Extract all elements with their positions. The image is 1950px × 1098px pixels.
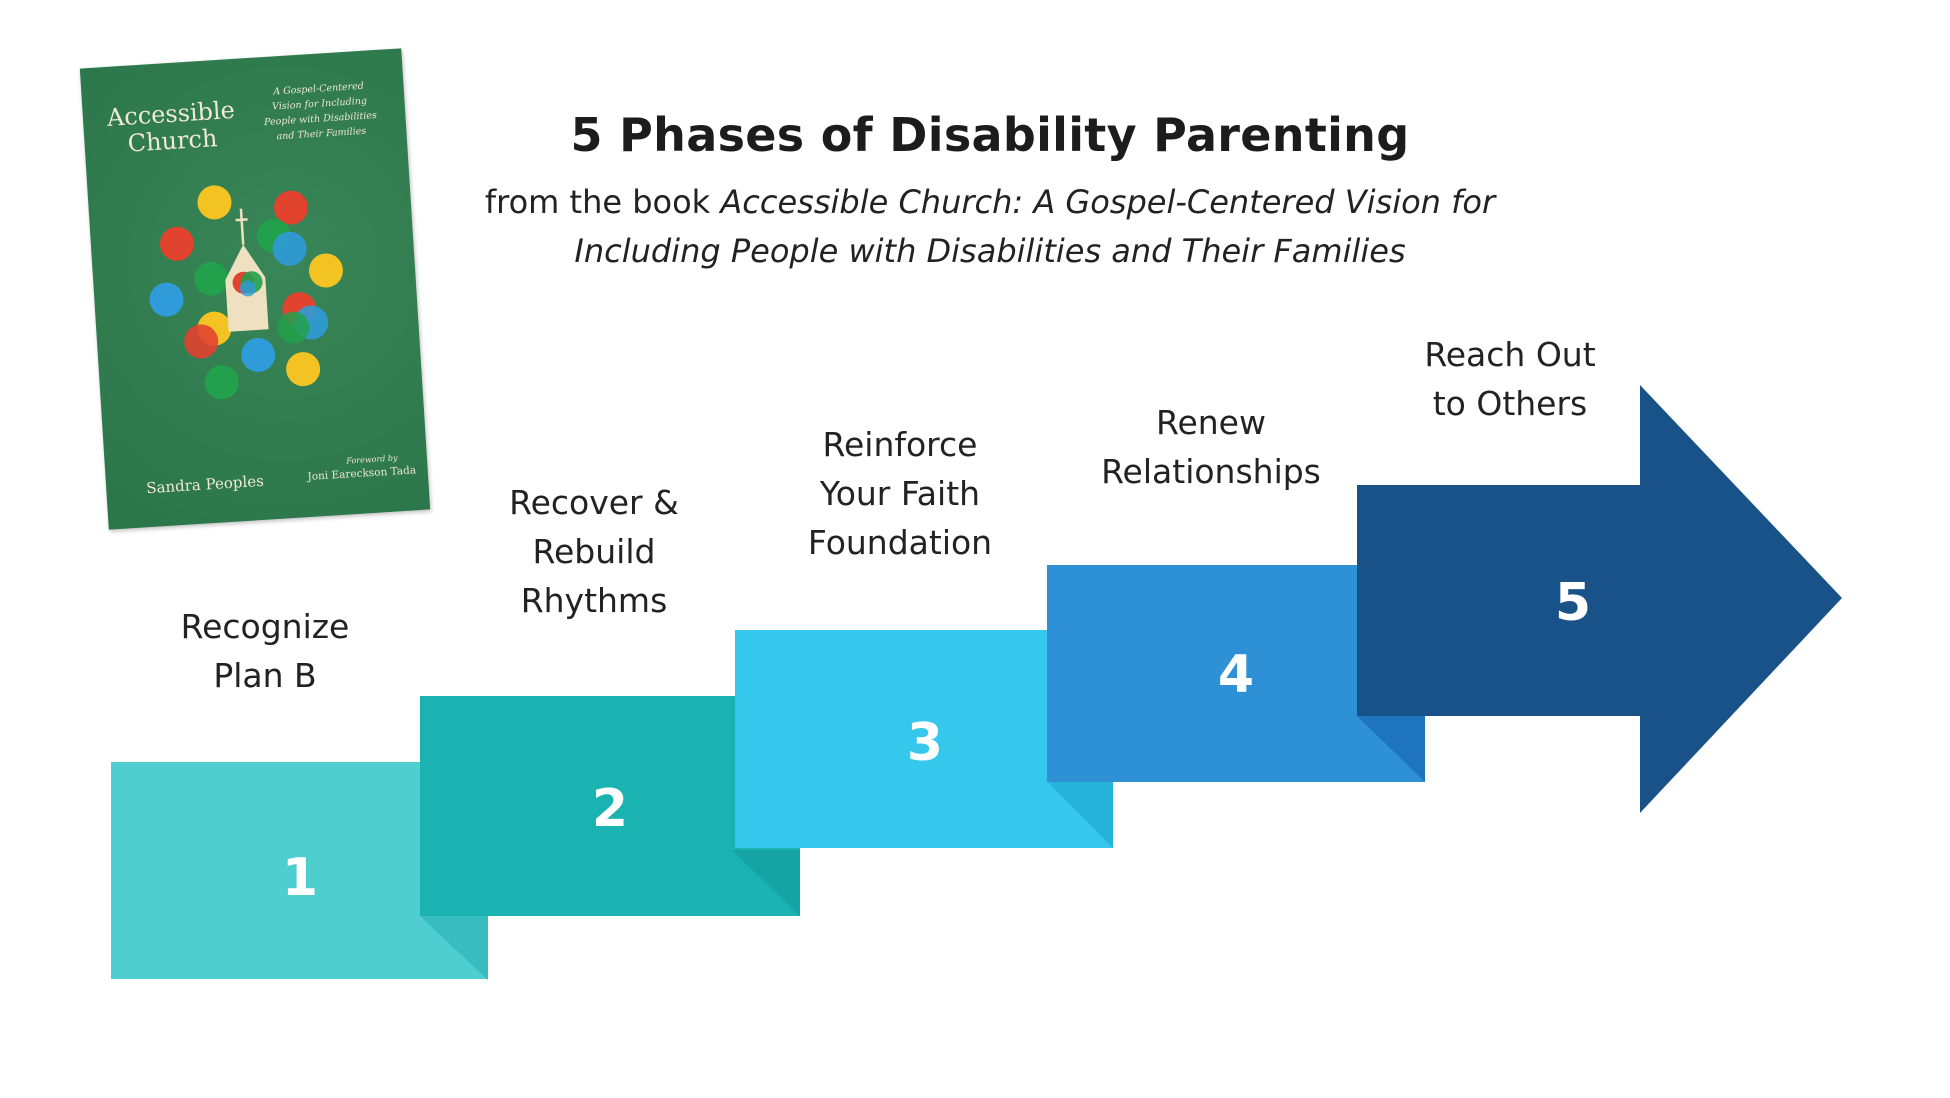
page-title: 5 Phases of Disability Parenting <box>570 108 1410 162</box>
cover-dot <box>277 311 310 344</box>
phase-1-label: Recognize Plan B <box>150 602 380 700</box>
phase-label-line: Your Faith <box>819 474 981 513</box>
phase-4-label: Renew Relationships <box>1076 398 1346 496</box>
phase-3-fold <box>1048 782 1113 848</box>
cover-dot <box>160 226 195 261</box>
cover-dot <box>273 190 308 225</box>
phase-2-label: Recover & Rebuild Rhythms <box>474 478 714 625</box>
page-subtitle: from the book Accessible Church: A Gospe… <box>440 178 1540 276</box>
book-name-part-2: Including People with Disabilities and T… <box>574 232 1406 270</box>
phase-1-fold <box>420 916 488 980</box>
phase-label-line: to Others <box>1432 384 1588 423</box>
phase-1-number: 1 <box>282 848 318 908</box>
cover-dot <box>184 324 219 359</box>
phase-5-number: 5 <box>1555 573 1591 633</box>
book-cover-art <box>149 185 343 400</box>
phase-5-step: 5 <box>1357 385 1842 813</box>
cover-dot <box>286 352 321 387</box>
phase-label-line: Recover & <box>509 483 679 522</box>
phase-3-number: 3 <box>907 713 943 773</box>
cover-dot <box>308 253 343 288</box>
subtitle-prefix: from the book <box>484 183 721 221</box>
phase-3-label: Reinforce Your Faith Foundation <box>780 420 1020 567</box>
church-icon <box>225 208 269 332</box>
phase-5-arrow <box>1357 385 1842 813</box>
phase-5-label: Reach Out to Others <box>1390 330 1630 428</box>
phase-label-line: Reach Out <box>1424 335 1596 374</box>
phase-2-fold <box>732 850 800 916</box>
phase-label-line: Plan B <box>213 656 317 695</box>
phase-label-line: Renew <box>1156 403 1266 442</box>
phase-label-line: Rebuild <box>532 532 656 571</box>
cover-dot <box>194 261 229 296</box>
phase-label-line: Rhythms <box>520 581 668 620</box>
phase-2-number: 2 <box>592 779 628 839</box>
subtitle-line-2: Including People with Disabilities and T… <box>440 227 1540 276</box>
book-cover: Accessible Church A Gospel-Centered Visi… <box>79 48 431 530</box>
cover-dot <box>241 337 276 372</box>
book-name-part-1: Accessible Church: A Gospel-Centered Vis… <box>720 183 1496 221</box>
cover-dot <box>197 185 232 220</box>
cover-dot <box>149 282 184 317</box>
phase-4-number: 4 <box>1218 645 1254 705</box>
phase-label-line: Reinforce <box>822 425 978 464</box>
phase-label-line: Relationships <box>1101 452 1321 491</box>
phase-label-line: Recognize <box>180 607 350 646</box>
phase-4-fold <box>1357 716 1425 782</box>
subtitle-line-1: from the book Accessible Church: A Gospe… <box>440 178 1540 227</box>
phase-label-line: Foundation <box>807 523 993 562</box>
cover-dot <box>204 365 239 400</box>
cover-dot <box>272 231 307 266</box>
